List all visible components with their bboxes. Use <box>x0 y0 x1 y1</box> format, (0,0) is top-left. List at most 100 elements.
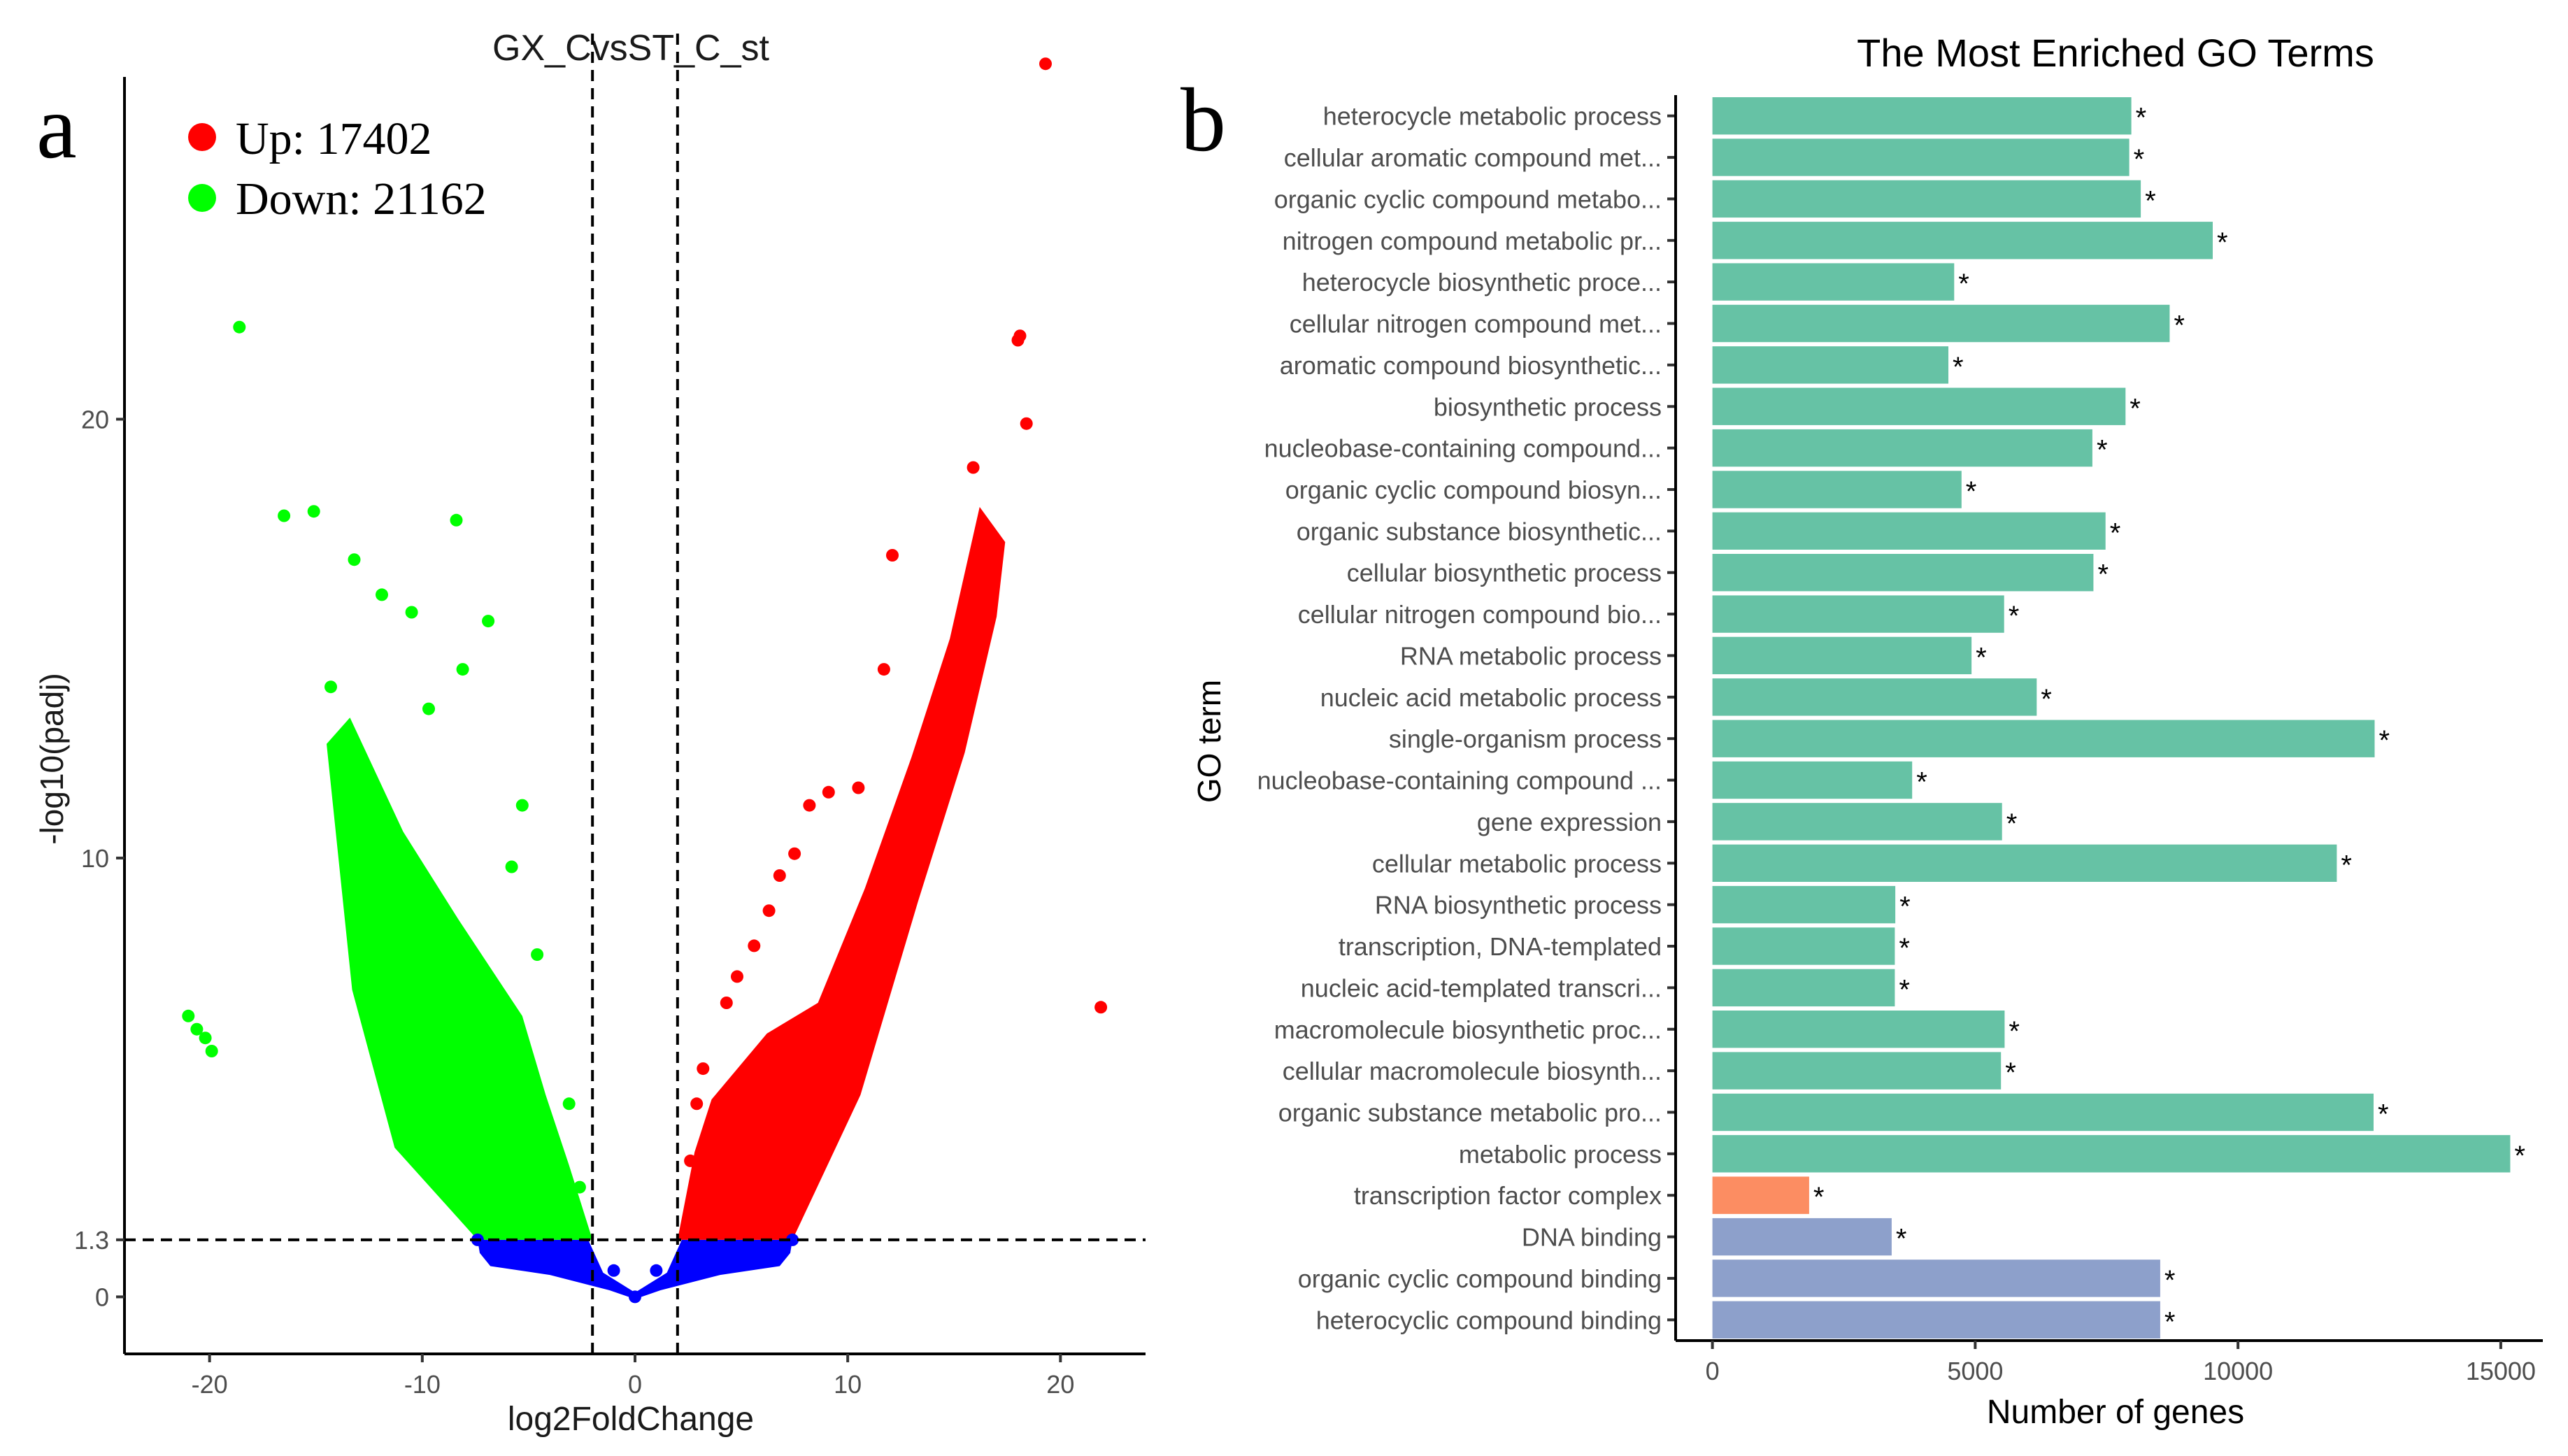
go-bar-22 <box>1712 1011 2005 1048</box>
volcano-point-down-13 <box>422 702 435 715</box>
go-enrichment-panel: b The Most Enriched GO Terms heterocycle… <box>1180 31 2543 1431</box>
volcano-plot-panel: a GX_CvsST_C_st -20 -10 0 10 20 0 1.3 10 20 Up: … <box>34 28 1146 1438</box>
volcano-point-down-11 <box>482 615 495 628</box>
go-term-label: single-organism process <box>1389 725 1662 753</box>
go-term-label: cellular nitrogen compound bio... <box>1298 600 1662 629</box>
go-bar-25 <box>1712 1135 2511 1173</box>
go-bar-19 <box>1712 885 1896 924</box>
go-bar-1 <box>1712 138 2130 176</box>
volcano-point-up-5 <box>886 549 899 562</box>
go-term-label: DNA binding <box>1522 1223 1662 1252</box>
go-bar-3 <box>1712 222 2213 259</box>
legend-up-marker <box>188 123 216 151</box>
go-term-label: heterocycle metabolic process <box>1323 102 1662 131</box>
go-bar-18 <box>1712 844 2337 882</box>
volcano-x-tick-label: 10 <box>834 1370 862 1399</box>
volcano-point-not-significant-5 <box>543 1246 557 1259</box>
volcano-point-up-0 <box>1039 57 1052 71</box>
volcano-point-down-10 <box>405 606 418 619</box>
go-term-label: gene expression <box>1477 808 1662 836</box>
go-bar-8 <box>1712 429 2092 467</box>
go-significance-star: * <box>2136 103 2147 134</box>
volcano-x-tick-label: 20 <box>1046 1370 1074 1399</box>
go-term-label: transcription factor complex <box>1354 1181 1662 1210</box>
go-bar-5 <box>1712 304 2170 343</box>
panel-b-label: b <box>1180 70 1226 171</box>
go-bar-17 <box>1712 803 2002 841</box>
go-significance-star: * <box>1966 476 1977 507</box>
go-significance-star: * <box>1976 643 1987 673</box>
volcano-x-tick-label: 0 <box>628 1370 642 1399</box>
go-term-label: aromatic compound biosynthetic... <box>1280 351 1662 380</box>
up-regulated-point-cloud <box>677 506 1006 1240</box>
go-bar-24 <box>1712 1093 2374 1132</box>
go-significance-star: * <box>1953 352 1964 383</box>
go-term-label: cellular macromolecule biosynth... <box>1283 1057 1662 1085</box>
volcano-point-up-1 <box>1094 1001 1108 1014</box>
volcano-y-tick-label: 20 <box>81 405 109 434</box>
legend-up-label: Up: 17402 <box>236 113 432 164</box>
volcano-point-down-12 <box>456 663 469 676</box>
volcano-point-down-2 <box>190 1022 204 1036</box>
not-significant-point-cloud <box>477 1239 793 1299</box>
volcano-point-not-significant-0 <box>629 1290 641 1304</box>
go-term-label: nucleobase-containing compound... <box>1264 434 1662 463</box>
go-bar-7 <box>1712 387 2126 425</box>
go-bar-16 <box>1712 761 1913 799</box>
legend-down-marker <box>188 184 216 212</box>
go-significance-star: * <box>2379 725 2390 756</box>
volcano-point-up-15 <box>690 1097 704 1111</box>
go-significance-star: * <box>2005 1057 2016 1088</box>
volcano-point-down-14 <box>515 799 529 812</box>
go-bar-10 <box>1712 512 2106 550</box>
volcano-point-up-10 <box>762 904 776 918</box>
go-x-tick-label: 10000 <box>2203 1357 2273 1385</box>
go-term-label: organic cyclic compound biosyn... <box>1285 476 1662 504</box>
go-x-tick-label: 0 <box>1706 1357 1720 1385</box>
volcano-point-up-13 <box>697 1062 710 1076</box>
go-bar-28 <box>1712 1259 2160 1297</box>
go-significance-star: * <box>1899 933 1910 964</box>
volcano-point-up-4 <box>1011 334 1025 347</box>
go-term-label: nucleic acid metabolic process <box>1320 683 1662 712</box>
go-term-label: transcription, DNA-templated <box>1339 932 1662 961</box>
go-bar-6 <box>1712 346 1949 384</box>
go-bar-11 <box>1712 554 2094 592</box>
volcano-point-down-3 <box>199 1032 212 1045</box>
go-term-label: macromolecule biosynthetic proc... <box>1274 1015 1662 1044</box>
volcano-point-not-significant-6 <box>713 1246 727 1259</box>
volcano-point-not-significant-4 <box>786 1233 799 1246</box>
go-significance-star: * <box>2130 393 2141 424</box>
go-bar-29 <box>1712 1301 2160 1339</box>
volcano-point-down-16 <box>531 948 544 961</box>
go-significance-star: * <box>2097 435 2108 466</box>
go-term-label: nitrogen compound metabolic pr... <box>1283 227 1662 255</box>
go-term-label: cellular nitrogen compound met... <box>1290 310 1662 338</box>
volcano-point-down-8 <box>376 588 388 601</box>
go-bar-20 <box>1712 927 1895 965</box>
volcano-point-not-significant-2 <box>650 1264 663 1277</box>
go-significance-star: * <box>1896 1224 1907 1255</box>
go-x-tick-label: 5000 <box>1947 1357 2003 1385</box>
volcano-title: GX_CvsST_C_st <box>492 28 769 69</box>
go-significance-star: * <box>2164 1265 2176 1296</box>
volcano-legend: Up: 17402 Down: 21162 <box>188 113 487 224</box>
go-significance-star: * <box>2009 601 2020 631</box>
go-bar-13 <box>1712 636 1972 675</box>
volcano-point-up-18 <box>877 663 890 676</box>
volcano-point-up-8 <box>852 781 865 794</box>
go-bar-0 <box>1712 97 2132 135</box>
volcano-point-not-significant-1 <box>607 1264 620 1277</box>
volcano-point-down-1 <box>182 1009 195 1022</box>
go-significance-star: * <box>2378 1099 2389 1130</box>
go-title: The Most Enriched GO Terms <box>1857 31 2374 75</box>
volcano-point-up-3 <box>1020 417 1033 430</box>
go-term-label: organic cyclic compound metabo... <box>1274 185 1662 213</box>
go-significance-star: * <box>2341 850 2352 880</box>
go-term-label: metabolic process <box>1459 1140 1662 1169</box>
go-significance-star: * <box>2174 311 2185 341</box>
go-bar-4 <box>1712 263 1955 301</box>
volcano-point-up-7 <box>788 847 801 860</box>
go-significance-star: * <box>2217 227 2228 258</box>
go-significance-star: * <box>2110 518 2121 548</box>
